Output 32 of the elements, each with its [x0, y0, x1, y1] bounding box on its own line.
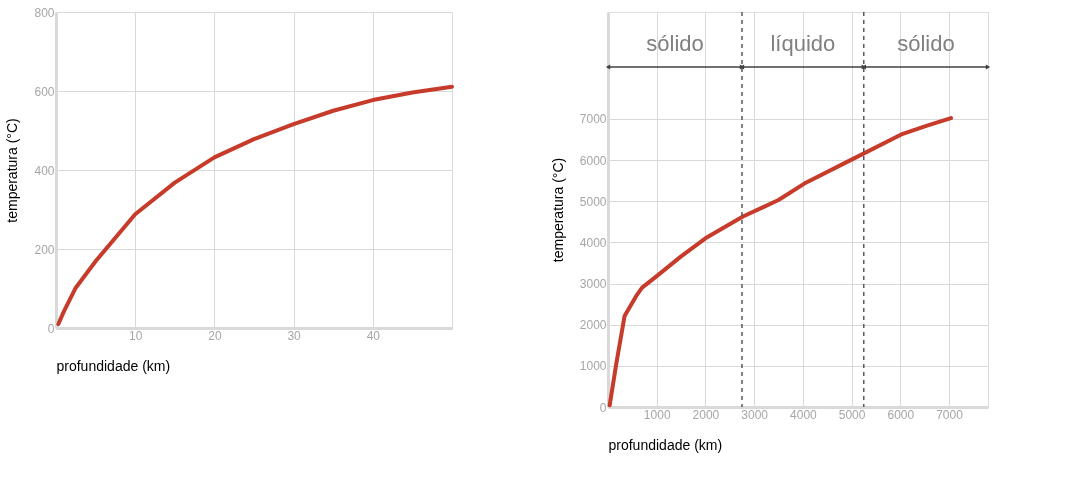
annotation: líquido — [770, 31, 836, 56]
y-tick-label: 3000 — [579, 277, 607, 292]
x-tick-label: 6000 — [887, 407, 915, 422]
x-tick-label: 5000 — [838, 407, 866, 422]
line-series — [607, 116, 953, 408]
x-tick-label: 10 — [129, 328, 143, 343]
y-tick-label: 5000 — [579, 194, 607, 209]
y-tick-label: 2000 — [579, 318, 607, 333]
y-tick-label: 0 — [599, 400, 607, 415]
y-tick-label: 200 — [34, 242, 55, 257]
y-tick-label: 0 — [47, 321, 55, 336]
y-tick-label: 400 — [34, 163, 55, 178]
x-tick-label: 40 — [366, 328, 381, 343]
y-tick-label: 1000 — [579, 359, 607, 374]
x-axis-title: profundidade (km) — [56, 357, 171, 374]
x-axis-title: profundidade (km) — [608, 436, 723, 453]
annotation: sólido — [897, 31, 955, 56]
y-tick-label: 800 — [34, 5, 55, 20]
x-tick-label: 7000 — [936, 407, 964, 422]
y-axis-title: temperatura (°C) — [549, 157, 566, 263]
y-tick-label: 4000 — [579, 235, 607, 250]
x-tick-label: 4000 — [790, 407, 818, 422]
y-axis-title: temperatura (°C) — [4, 118, 21, 223]
x-tick-label: 1000 — [643, 407, 671, 422]
x-tick-label: 30 — [287, 328, 302, 343]
y-tick-label: 600 — [34, 84, 55, 99]
annotation: sólido — [646, 31, 704, 56]
x-tick-label: 2000 — [692, 407, 720, 422]
y-tick-label: 7000 — [579, 112, 607, 127]
y-tick-label: 6000 — [579, 153, 607, 168]
x-tick-label: 20 — [208, 328, 222, 343]
x-tick-label: 3000 — [741, 407, 769, 422]
